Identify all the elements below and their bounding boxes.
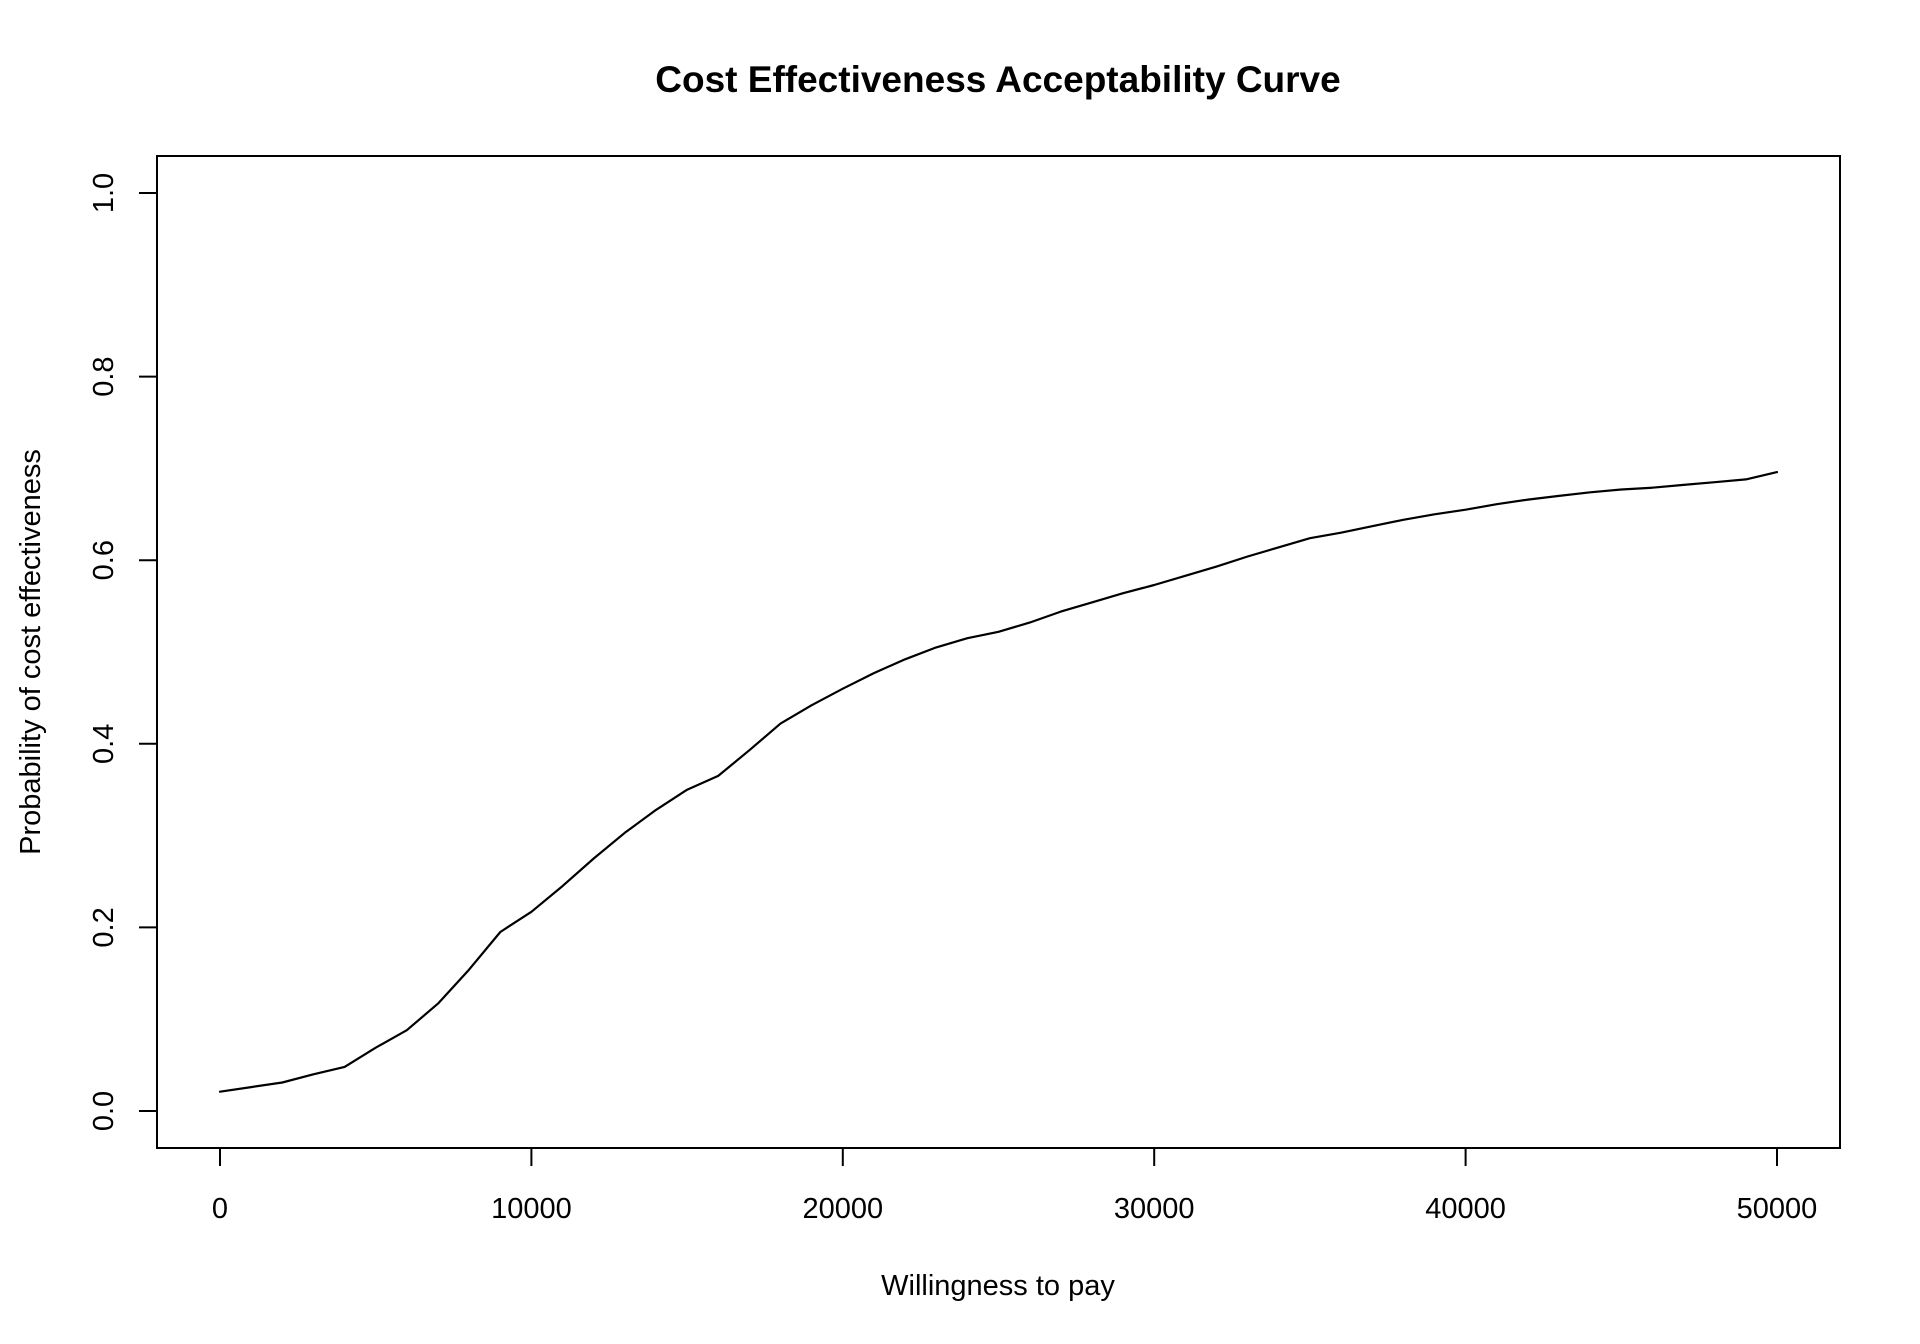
y-tick-label: 0.2 bbox=[88, 907, 120, 947]
y-axis-ticks: 0.0 0.2 0.4 0.6 0.8 1.0 bbox=[88, 173, 157, 1131]
chart-title: Cost Effectiveness Acceptability Curve bbox=[655, 59, 1340, 100]
y-tick-label: 0.6 bbox=[88, 540, 120, 580]
x-tick-label: 20000 bbox=[802, 1193, 883, 1225]
x-tick-label: 30000 bbox=[1114, 1193, 1195, 1225]
x-tick-label: 40000 bbox=[1425, 1193, 1506, 1225]
ceac-curve bbox=[218, 471, 1779, 1093]
y-tick-label: 1.0 bbox=[88, 173, 120, 213]
plot-box bbox=[156, 155, 1841, 1149]
y-tick-label: 0.0 bbox=[88, 1091, 120, 1131]
x-tick-label: 50000 bbox=[1737, 1193, 1818, 1225]
x-axis-label: Willingness to pay bbox=[881, 1270, 1115, 1302]
x-axis-ticks: 0 10000 20000 30000 40000 50000 bbox=[212, 1148, 1817, 1225]
x-tick-label: 0 bbox=[212, 1193, 228, 1225]
y-axis-label: Probability of cost effectiveness bbox=[15, 449, 47, 855]
y-tick-label: 0.8 bbox=[88, 356, 120, 396]
x-tick-label: 10000 bbox=[491, 1193, 572, 1225]
y-tick-label: 0.4 bbox=[88, 724, 120, 764]
